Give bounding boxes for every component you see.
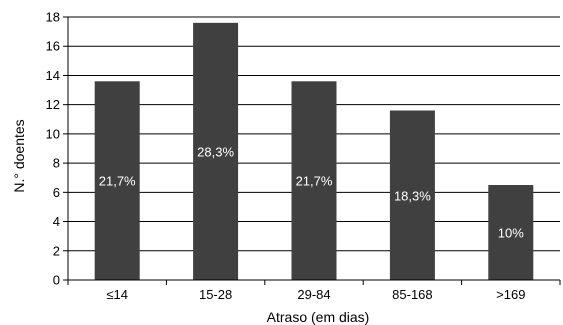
bar	[193, 22, 239, 280]
y-tick-label: 10	[46, 126, 60, 141]
bar	[291, 81, 337, 281]
bar-data-label: 21,7%	[99, 174, 136, 189]
y-tick-label: 18	[46, 10, 60, 25]
x-tick-label: 15-28	[199, 287, 232, 302]
y-tick-label: 6	[53, 185, 60, 200]
bar-data-label: 10%	[498, 226, 524, 241]
x-tick-label: >169	[496, 287, 525, 302]
bar	[389, 110, 435, 280]
bar-data-label: 21,7%	[296, 174, 333, 189]
y-tick-label: 14	[46, 68, 60, 83]
y-axis-title: N.° doentes	[11, 119, 27, 192]
bar	[488, 185, 534, 280]
x-tick-label: 85-168	[392, 287, 432, 302]
bar-data-label: 18,3%	[394, 188, 431, 203]
y-tick-label: 8	[53, 156, 60, 171]
x-tick-labels: ≤14 15-28 29-84 85-168 >169	[106, 287, 525, 302]
x-tick-label: 29-84	[297, 287, 330, 302]
axes	[63, 16, 561, 285]
y-tick-label: 2	[53, 243, 60, 258]
y-tick-labels: 0 2 4 6 8 10 12 14 16 18	[46, 10, 60, 288]
y-tick-label: 12	[46, 97, 60, 112]
x-axis-title: Atraso (em dias)	[267, 309, 370, 325]
y-tick-label: 0	[53, 273, 60, 288]
bar-data-label: 28,3%	[197, 144, 234, 159]
bars	[94, 22, 534, 281]
y-tick-label: 16	[46, 39, 60, 54]
x-tick-label: ≤14	[106, 287, 128, 302]
bar	[94, 81, 140, 281]
y-tick-label: 4	[53, 214, 60, 229]
bar-data-labels: 21,7% 28,3% 21,7% 18,3% 10%	[99, 144, 524, 240]
